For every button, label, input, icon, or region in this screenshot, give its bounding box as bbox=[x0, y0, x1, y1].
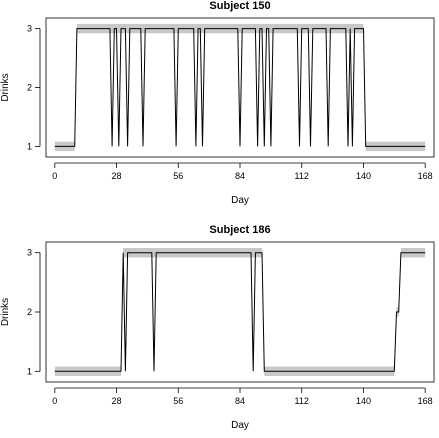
series-line-1 bbox=[54, 28, 426, 147]
y-axis-label: Drinks bbox=[0, 298, 11, 326]
x-tick-label: 112 bbox=[295, 396, 309, 406]
x-tick-label: 0 bbox=[52, 396, 57, 406]
x-tick-label: 84 bbox=[235, 171, 245, 181]
x-tick-label: 112 bbox=[295, 171, 309, 181]
y-tick-label: 3 bbox=[27, 248, 32, 258]
chart-title: Subject 150 bbox=[209, 0, 270, 12]
x-axis-label: Day bbox=[231, 195, 249, 206]
y-tick-label: 1 bbox=[27, 141, 32, 151]
y-tick-label: 3 bbox=[27, 24, 32, 34]
x-tick-label: 168 bbox=[418, 396, 433, 406]
x-tick-label: 140 bbox=[356, 396, 371, 406]
x-axis-label: Day bbox=[231, 420, 249, 431]
x-tick-label: 84 bbox=[235, 396, 245, 406]
series-line-1 bbox=[54, 252, 426, 372]
x-tick-label: 168 bbox=[418, 171, 433, 181]
panel-1: Subject 150 0 28 56 84 112 140 168 Day 1 2 3 Drinks bbox=[0, 0, 435, 206]
y-tick-label: 2 bbox=[27, 307, 32, 317]
x-tick-label: 140 bbox=[356, 171, 371, 181]
x-tick-label: 56 bbox=[173, 396, 183, 406]
y-tick-label: 1 bbox=[27, 366, 32, 376]
x-tick-label: 28 bbox=[112, 396, 122, 406]
y-axis-label: Drinks bbox=[0, 73, 11, 101]
x-tick-label: 0 bbox=[52, 171, 57, 181]
x-tick-label: 56 bbox=[173, 171, 183, 181]
x-tick-label: 28 bbox=[112, 171, 122, 181]
y-tick-label: 2 bbox=[27, 83, 32, 93]
chart-title: Subject 186 bbox=[209, 224, 270, 236]
panel-2: Subject 186 0 28 56 84 112 140 168 Day 1 2 3 Drinks bbox=[0, 224, 435, 431]
plot-frame bbox=[45, 17, 435, 158]
plot-frame bbox=[45, 241, 435, 383]
